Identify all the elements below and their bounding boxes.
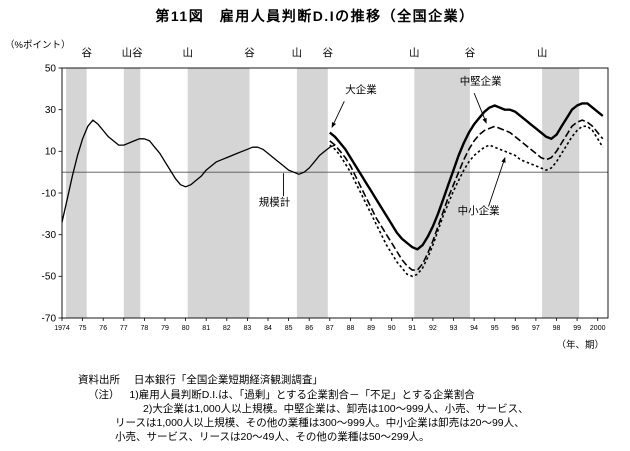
x-tick-label: 75 — [79, 325, 87, 332]
source-row: 資料出所 日本銀行「全国企業短期経済観測調査」 — [78, 373, 323, 387]
x-tick-label: 92 — [429, 325, 437, 332]
annotation-label-1: 大企業 — [345, 83, 377, 96]
x-tick-label: 85 — [285, 325, 293, 332]
x-tick-label: 76 — [99, 325, 107, 332]
note-row-1: （注） 1)雇用人員判断D.I.は、「過剰」とする企業割合－「不足」とする企業割… — [88, 388, 475, 402]
note-label: （注） — [88, 389, 120, 401]
y-tick-label: 10 — [45, 147, 57, 158]
x-tick-label: 98 — [553, 325, 561, 332]
x-tick-label: 97 — [532, 325, 540, 332]
annotation-label-3: 中小企業 — [458, 204, 500, 217]
series-line-dai-kigyo — [329, 102, 604, 251]
cycle-label: 谷 — [465, 47, 476, 59]
series-line-chusho-kigyo — [329, 125, 604, 278]
cycle-label: 山 — [292, 47, 303, 59]
x-axis-unit-label: （年、期） — [556, 340, 604, 351]
x-tick-label: 81 — [202, 325, 210, 332]
plot-frame — [61, 67, 609, 319]
di-chart-area: 50 30 10 -10 -30 -50 -70 1974 75 76 77 78 79 80 81 82 83… — [0, 40, 630, 352]
x-tick-label: 80 — [182, 325, 190, 332]
note-line-2: 2)大企業は1,000人以上規模。中堅企業は、卸売は100～999人、小売、サー… — [143, 403, 529, 415]
y-axis-unit-label: （%ポイント） — [5, 40, 71, 51]
recession-band — [123, 68, 141, 318]
x-tick-label: 86 — [305, 325, 313, 332]
note-line-4: 小売、サービス、リースは20～49人、その他の業種は50～299人。 — [115, 431, 430, 443]
x-tick-label: 96 — [511, 325, 519, 332]
recession-band — [296, 68, 328, 318]
note-line-3: リースは1,000人以上規模、その他の業種は300～999人。中小企業は卸売は2… — [115, 417, 525, 429]
x-tick-label: 2000 — [590, 325, 606, 332]
recession-band — [187, 68, 250, 318]
recession-band — [66, 68, 87, 318]
x-tick-label: 91 — [408, 325, 416, 332]
x-tick-label: 77 — [120, 325, 128, 332]
y-tick-label: -50 — [42, 272, 57, 283]
source-text: 日本銀行「全国企業短期経済観測調査」 — [133, 374, 323, 386]
cycle-label: 谷 — [81, 47, 92, 59]
cycle-label: 山 — [409, 47, 420, 59]
cycle-label: 山谷 — [122, 47, 143, 59]
recession-band — [414, 68, 470, 318]
y-tick-label: -10 — [42, 188, 57, 199]
x-tick-label: 78 — [141, 325, 149, 332]
figure-title: 第11図 雇用人員判断D.Iの推移（全国企業） — [155, 8, 475, 24]
annotation-pointer-2 — [473, 92, 487, 124]
series-line-chuken-kigyo — [329, 119, 604, 271]
x-tick-label: 87 — [326, 325, 334, 332]
y-tick-label: -30 — [42, 230, 57, 241]
x-tick-label: 83 — [244, 325, 252, 332]
y-tick-label: 50 — [45, 63, 57, 74]
cycle-label: 谷 — [244, 47, 255, 59]
x-tick-label: 99 — [573, 325, 581, 332]
note-row-3: リースは1,000人以上規模、その他の業種は300～999人。中小企業は卸売は2… — [115, 416, 525, 430]
note-row-4: 小売、サービス、リースは20～49人、その他の業種は50～299人。 — [115, 430, 430, 444]
x-tick-label: 93 — [450, 325, 458, 332]
x-tick-label: 79 — [161, 325, 169, 332]
source-label: 資料出所 — [78, 374, 120, 386]
x-tick-label: 89 — [367, 325, 375, 332]
y-tick-label: 30 — [45, 105, 57, 116]
annotation-label-0: 規模計 — [259, 196, 291, 209]
x-tick-label: 88 — [347, 325, 355, 332]
cycle-label: 谷 — [323, 47, 334, 59]
recession-band — [542, 68, 580, 318]
x-tick-label: 1974 — [54, 325, 70, 332]
x-tick-label: 90 — [388, 325, 396, 332]
annotation-pointer-1 — [331, 101, 345, 128]
series-line-kibo-kei — [61, 119, 336, 223]
cycle-label: 山 — [537, 47, 548, 59]
x-tick-label: 95 — [491, 325, 499, 332]
x-tick-label: 82 — [223, 325, 231, 332]
annotation-pointer-3 — [488, 157, 506, 207]
annotation-label-2: 中堅企業 — [460, 75, 502, 88]
cycle-label: 山 — [182, 47, 193, 59]
x-tick-label: 94 — [470, 325, 478, 332]
note-line-1: 1)雇用人員判断D.I.は、「過剰」とする企業割合－「不足」とする企業割合 — [129, 389, 475, 401]
x-tick-label: 84 — [264, 325, 272, 332]
note-row-2: 2)大企業は1,000人以上規模。中堅企業は、卸売は100～999人、小売、サー… — [143, 402, 529, 416]
y-tick-label: -70 — [42, 313, 57, 324]
